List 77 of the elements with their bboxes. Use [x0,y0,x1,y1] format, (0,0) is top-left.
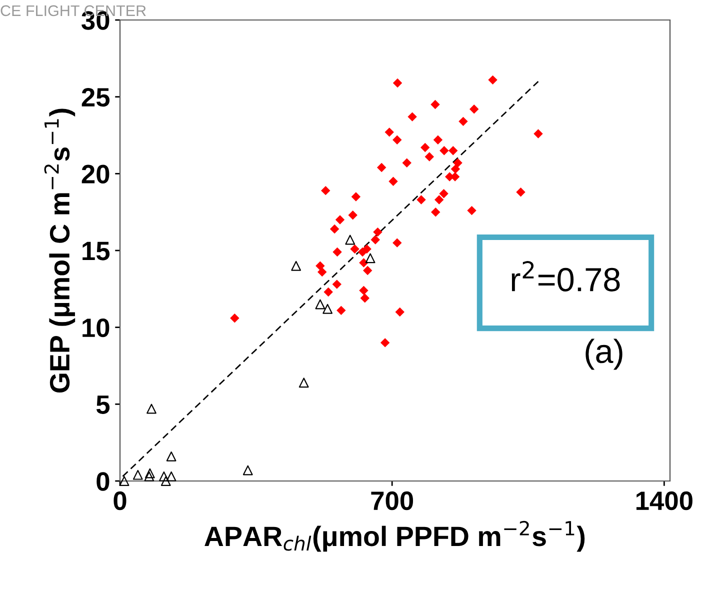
x-tick-label: 0 [114,491,126,510]
point [360,294,370,303]
point [376,162,386,172]
y-tick-label: 5 [96,396,110,414]
point [332,247,342,257]
point [453,158,462,168]
point [132,470,143,480]
point [365,253,376,264]
point [384,128,394,137]
point [373,227,382,237]
point [392,135,402,144]
y-tick-label: 25 [82,88,110,107]
point [144,468,155,478]
point [448,146,458,156]
point [416,195,426,204]
point [516,188,526,197]
point [144,471,154,482]
point [359,258,368,268]
point [380,338,390,348]
point [458,116,468,126]
point [362,266,372,276]
y-tick-label: 15 [82,242,110,260]
point [402,158,412,168]
annotation: r$^{2}$=0.78 [512,261,620,292]
point [318,267,327,277]
point [440,146,449,156]
point [160,476,171,486]
point [439,189,448,198]
point [330,224,340,234]
point [534,129,543,138]
point [408,112,417,122]
point [420,142,430,152]
point [166,451,176,462]
point [433,135,443,144]
point [434,195,444,204]
x-axis-title: APAR$_{chl}$(μmol PPFD m$^{−2}$s$^{−1}$) [204,520,585,552]
point [431,207,440,217]
y-tick-label: 0 [96,472,110,491]
point [321,186,330,196]
point [348,210,358,220]
point [119,476,130,486]
point [322,304,333,314]
x-tick-label: 1400 [636,491,692,510]
point [430,100,440,110]
point [395,307,404,317]
point [315,299,326,310]
y-tick-label: 20 [82,164,110,184]
y-tick-label: 10 [82,318,110,338]
point [242,465,253,476]
point [392,78,402,88]
point [298,378,309,388]
point [166,471,176,482]
point [146,404,156,414]
point [291,260,302,271]
point [350,244,360,254]
point [450,164,460,174]
point [359,286,368,296]
point [424,152,434,162]
point [335,215,345,224]
point [345,234,356,245]
point [324,287,333,297]
point [351,192,361,202]
y-axis-title: GEP (μmol C m$^{−2}$s$^{−1}$) [44,108,76,393]
point [358,247,368,257]
x-tick-label: 700 [371,491,414,510]
annotation: (a) [586,338,622,370]
point [488,75,498,85]
point [230,314,240,323]
point [467,206,476,216]
point [332,280,342,289]
point [316,261,325,270]
point [392,238,402,248]
point [370,235,380,244]
point [388,176,398,186]
point [158,471,169,482]
point [469,104,479,114]
point [336,306,346,316]
